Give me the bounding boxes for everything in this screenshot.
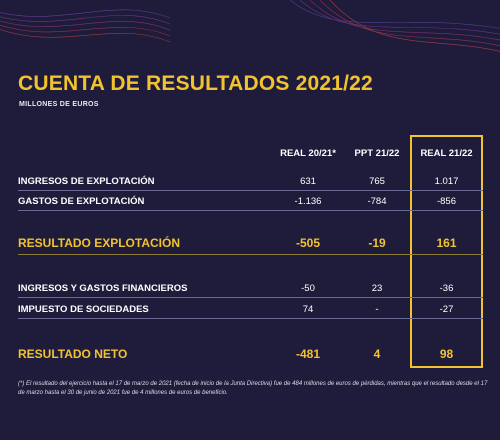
column-header-ppt-2122: PPT 21/22: [354, 148, 400, 159]
cell-impuesto-real2122: -27: [439, 304, 454, 315]
cell-ingresos-real2021: 631: [300, 176, 316, 187]
column-header-real-2122: REAL 21/22: [420, 148, 473, 159]
units-subtitle: MILLONES DE EUROS: [19, 101, 99, 108]
cell-resultado-explotacion-ppt: -19: [368, 236, 386, 250]
cell-resultado-neto-ppt: 4: [373, 347, 381, 361]
cell-gastos-real2021: -1.136: [294, 196, 322, 207]
cell-financieros-real2122: -36: [439, 283, 454, 294]
cell-ingresos-real2122: 1.017: [434, 176, 459, 187]
cell-ingresos-ppt: 765: [369, 176, 385, 187]
row-label-gastos-explotacion: GASTOS DE EXPLOTACIÓN: [18, 196, 145, 207]
row-label-impuesto-sociedades: IMPUESTO DE SOCIEDADES: [18, 304, 149, 315]
cell-impuesto-ppt: -: [375, 304, 379, 315]
cell-impuesto-real2021: 74: [302, 304, 314, 315]
cell-resultado-explotacion-real2021: -505: [295, 236, 321, 250]
cell-resultado-neto-real2021: -481: [295, 347, 321, 361]
footnote: (*) El resultado del ejercicio hasta el …: [18, 381, 488, 396]
row-divider: [18, 210, 483, 211]
row-label-resultado-neto: RESULTADO NETO: [18, 347, 128, 361]
row-label-ingresos-gastos-financieros: INGRESOS Y GASTOS FINANCIEROS: [18, 283, 188, 294]
column-header-real-2021: REAL 20/21*: [280, 148, 336, 159]
cell-resultado-explotacion-real2122: 161: [436, 236, 457, 250]
row-divider: [18, 254, 483, 255]
row-label-ingresos-explotacion: INGRESOS DE EXPLOTACIÓN: [18, 176, 155, 187]
cell-resultado-neto-real2122: 98: [439, 347, 454, 361]
page-title: CUENTA DE RESULTADOS 2021/22: [18, 72, 373, 95]
cell-financieros-ppt: 23: [371, 283, 383, 294]
cell-gastos-ppt: -784: [367, 196, 387, 207]
cell-gastos-real2122: -856: [436, 196, 456, 207]
cell-financieros-real2021: -50: [301, 283, 315, 294]
current-year-highlight: [410, 135, 483, 368]
row-divider: [18, 318, 483, 319]
row-divider: [18, 190, 483, 191]
decorative-wave-lines: [0, 0, 500, 52]
row-divider: [18, 297, 483, 298]
row-label-resultado-explotacion: RESULTADO EXPLOTACIÓN: [18, 236, 180, 250]
